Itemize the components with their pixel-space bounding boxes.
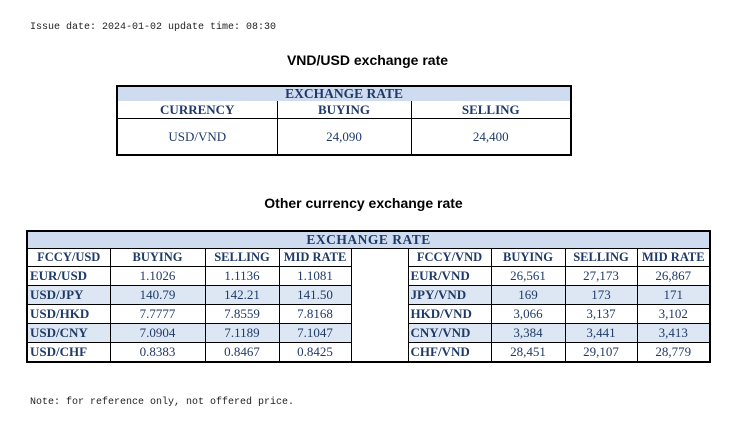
selling-cell: 3,137 (564, 304, 638, 324)
column-header-selling: SELLING (564, 248, 638, 267)
pair-cell: CNY/VND (407, 323, 492, 343)
table-row: USD/HKD 7.7777 7.8559 7.8168 HKD/VND 3,0… (26, 304, 711, 324)
mid-rate-cell: 141.50 (278, 285, 352, 305)
buying-cell: 7.0904 (109, 323, 206, 343)
exchange-rate-band: EXCHANGE RATE (116, 85, 572, 101)
mid-rate-cell: 26,867 (636, 266, 711, 286)
column-header-selling: SELLING (204, 248, 280, 267)
pair-cell: USD/HKD (26, 304, 111, 324)
mid-rate-cell: 1.1081 (278, 266, 352, 286)
column-header-buying: BUYING (109, 248, 206, 267)
table-row: USD/VND 24,090 24,400 (116, 118, 572, 156)
column-header-mid-rate: MID RATE (278, 248, 352, 267)
buying-cell: 7.7777 (109, 304, 206, 324)
table-row: EUR/USD 1.1026 1.1136 1.1081 EUR/VND 26,… (26, 266, 711, 286)
pair-cell: EUR/VND (407, 266, 492, 286)
pair-cell: CHF/VND (407, 342, 492, 363)
column-header-fccy-vnd: FCCY/VND (407, 248, 492, 267)
column-header-currency: CURRENCY (116, 101, 278, 119)
buying-cell: 26,561 (490, 266, 566, 286)
buying-cell: 3,384 (490, 323, 566, 343)
other-rate-table: EXCHANGE RATE FCCY/USD BUYING SELLING MI… (26, 230, 712, 363)
column-header-selling: SELLING (410, 101, 572, 119)
buying-cell: 3,066 (490, 304, 566, 324)
currency-cell: USD/VND (116, 118, 278, 156)
pair-cell: EUR/USD (26, 266, 111, 286)
column-header-buying: BUYING (490, 248, 566, 267)
pair-cell: USD/CNY (26, 323, 111, 343)
column-header-buying: BUYING (276, 101, 412, 119)
mid-rate-cell: 3,413 (636, 323, 711, 343)
selling-cell: 29,107 (564, 342, 638, 363)
selling-cell: 1.1136 (204, 266, 280, 286)
mid-rate-cell: 7.8168 (278, 304, 352, 324)
spacer-cell (350, 304, 409, 324)
selling-cell: 173 (564, 285, 638, 305)
spacer-cell (350, 285, 409, 305)
exchange-rate-band: EXCHANGE RATE (26, 230, 711, 249)
buying-cell: 169 (490, 285, 566, 305)
usd-rate-table: EXCHANGE RATE CURRENCY BUYING SELLING US… (116, 85, 573, 156)
pair-cell: JPY/VND (407, 285, 492, 305)
buying-cell: 1.1026 (109, 266, 206, 286)
buying-cell: 0.8383 (109, 342, 206, 363)
selling-cell: 3,441 (564, 323, 638, 343)
selling-cell: 24,400 (410, 118, 572, 156)
spacer-cell (350, 323, 409, 343)
mid-rate-cell: 0.8425 (278, 342, 352, 363)
spacer-cell (350, 248, 409, 267)
buying-cell: 24,090 (276, 118, 412, 156)
table-row: USD/JPY 140.79 142.21 141.50 JPY/VND 169… (26, 285, 711, 305)
disclaimer-note: Note: for reference only, not offered pr… (30, 397, 295, 408)
selling-cell: 27,173 (564, 266, 638, 286)
selling-cell: 7.8559 (204, 304, 280, 324)
pair-cell: USD/CHF (26, 342, 111, 363)
pair-cell: HKD/VND (407, 304, 492, 324)
table-row: USD/CHF 0.8383 0.8467 0.8425 CHF/VND 28,… (26, 342, 711, 363)
selling-cell: 7.1189 (204, 323, 280, 343)
column-header-mid-rate: MID RATE (636, 248, 711, 267)
selling-cell: 142.21 (204, 285, 280, 305)
other-rate-heading: Other currency exchange rate (264, 195, 463, 211)
table-row: USD/CNY 7.0904 7.1189 7.1047 CNY/VND 3,3… (26, 323, 711, 343)
mid-rate-cell: 171 (636, 285, 711, 305)
usd-rate-heading: VND/USD exchange rate (286, 52, 449, 68)
column-header-fccy-usd: FCCY/USD (26, 248, 111, 267)
spacer-cell (350, 266, 409, 286)
issue-date-line: Issue date: 2024-01-02 update time: 08:3… (30, 22, 277, 33)
buying-cell: 28,451 (490, 342, 566, 363)
spacer-cell (350, 342, 409, 362)
selling-cell: 0.8467 (204, 342, 280, 363)
mid-rate-cell: 28,779 (636, 342, 711, 363)
mid-rate-cell: 7.1047 (278, 323, 352, 343)
mid-rate-cell: 3,102 (636, 304, 711, 324)
buying-cell: 140.79 (109, 285, 206, 305)
pair-cell: USD/JPY (26, 285, 111, 305)
